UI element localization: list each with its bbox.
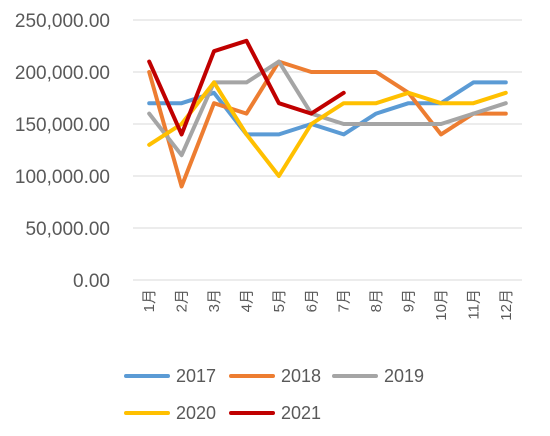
series-line-2021 [147, 38, 346, 137]
x-tick-label: 11月 [465, 289, 482, 320]
y-tick-label: 50,000.00 [25, 219, 110, 240]
x-tick-label: 12月 [498, 289, 515, 321]
x-tick-label: 10月 [433, 289, 450, 321]
y-tick-label: 0.00 [73, 271, 110, 292]
y-axis-ticks: 0.00 50,000.00 100,000.00 150,000.00 200,000… [15, 11, 110, 292]
y-tick-label: 250,000.00 [15, 11, 110, 32]
x-tick-label: 8月 [368, 289, 385, 312]
legend-label-2021: 2021 [281, 403, 321, 423]
series-lines [147, 38, 508, 189]
x-tick-label: 9月 [401, 289, 418, 312]
x-tick-label: 7月 [336, 289, 353, 312]
y-tick-label: 150,000.00 [15, 115, 110, 136]
series-line-2018 [147, 59, 508, 189]
x-tick-label: 6月 [303, 289, 320, 312]
x-tick-label: 2月 [174, 289, 191, 312]
legend: 2017 2018 2019 2020 2021 [124, 366, 424, 423]
series-line-2020 [147, 80, 508, 178]
legend-label-2019: 2019 [384, 366, 424, 386]
legend-label-2017: 2017 [176, 366, 216, 386]
y-tick-label: 200,000.00 [15, 63, 110, 84]
gridlines [133, 19, 522, 281]
series-line-2019 [147, 59, 508, 158]
x-tick-label: 4月 [238, 289, 255, 312]
x-tick-label: 5月 [271, 289, 288, 312]
y-tick-label: 100,000.00 [15, 167, 110, 188]
x-tick-label: 3月 [206, 289, 223, 312]
legend-label-2018: 2018 [281, 366, 321, 386]
legend-label-2020: 2020 [176, 403, 216, 423]
x-tick-label: 1月 [141, 289, 158, 312]
x-axis-ticks: 1月 2月 3月 4月 5月 6月 7月 8月 9月 10月 11月 12月 [141, 289, 515, 321]
